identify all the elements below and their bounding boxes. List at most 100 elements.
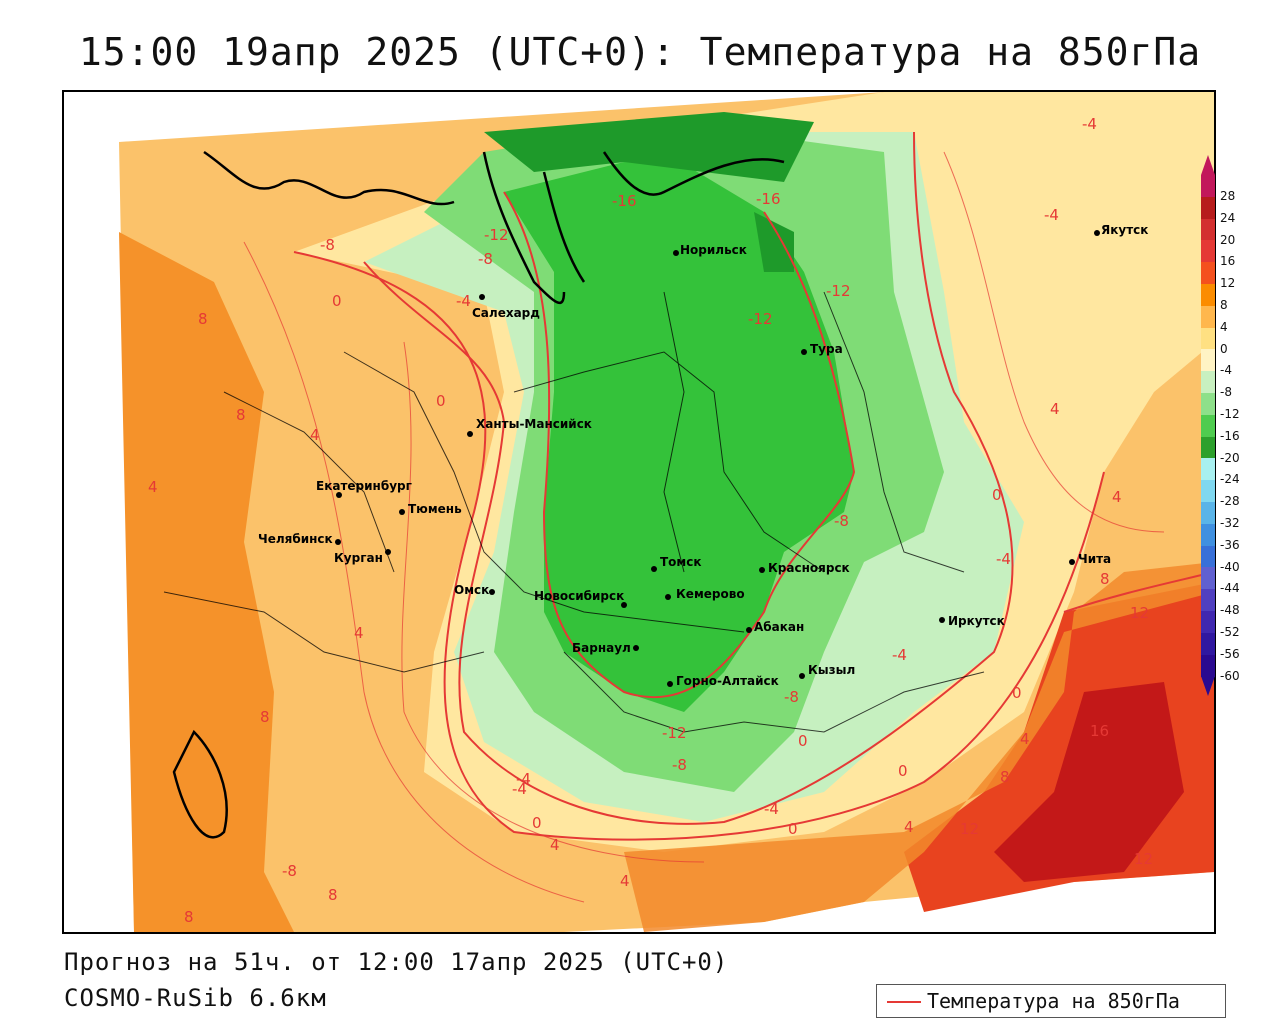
scale-label: -28 bbox=[1220, 494, 1240, 509]
city-dot bbox=[801, 349, 807, 355]
isoline-label: 0 bbox=[992, 486, 1002, 504]
city-label: Тюмень bbox=[408, 502, 462, 516]
city-label: Красноярск bbox=[768, 561, 850, 575]
scale-label: -56 bbox=[1220, 646, 1240, 661]
city-dot bbox=[651, 566, 657, 572]
city-dot bbox=[1094, 230, 1100, 236]
isoline-label: -4 bbox=[512, 780, 527, 798]
map-svg: Норильск Якутск Салехард Тура Ханты-Манс… bbox=[64, 92, 1214, 932]
city-dot bbox=[489, 589, 495, 595]
scale-label: -60 bbox=[1220, 668, 1240, 683]
isoline-label: -8 bbox=[320, 236, 335, 254]
city-dot bbox=[621, 602, 627, 608]
isoline-label: -4 bbox=[764, 800, 779, 818]
city-dot bbox=[1069, 559, 1075, 565]
legend-label: Температура на 850гПа bbox=[927, 989, 1180, 1013]
scale-segment bbox=[1201, 393, 1215, 415]
isoline-label: 4 bbox=[620, 872, 630, 890]
isoline-label: 8 bbox=[1100, 570, 1110, 588]
scale-segment bbox=[1201, 567, 1215, 590]
isoline-label: 4 bbox=[1020, 730, 1030, 748]
isoline-label: -12 bbox=[484, 226, 509, 244]
city-dot bbox=[633, 645, 639, 651]
scale-segment bbox=[1201, 175, 1215, 197]
hot-core-southeast bbox=[994, 682, 1184, 882]
isoline-label: -4 bbox=[1082, 115, 1097, 133]
isoline-label: -4 bbox=[996, 550, 1011, 568]
temperature-map: Норильск Якутск Салехард Тура Ханты-Манс… bbox=[62, 90, 1216, 934]
isoline-label: -4 bbox=[1044, 206, 1059, 224]
scale-label: 20 bbox=[1220, 232, 1236, 247]
city-dot bbox=[479, 294, 485, 300]
dark-green-zone bbox=[504, 152, 854, 712]
city-label: Якутск bbox=[1101, 223, 1148, 237]
isoline-label: 16 bbox=[1090, 722, 1109, 740]
scale-label: 24 bbox=[1220, 210, 1236, 225]
city-label: Екатеринбург bbox=[316, 479, 412, 493]
city-label: Салехард bbox=[472, 306, 540, 320]
scale-label: -20 bbox=[1220, 450, 1240, 465]
admin-borders bbox=[163, 291, 985, 733]
scale-segment bbox=[1201, 523, 1215, 546]
scale-label: -4 bbox=[1220, 363, 1232, 378]
scale-label: -16 bbox=[1220, 428, 1240, 443]
legend: Температура на 850гПа bbox=[876, 984, 1226, 1018]
isoline-label: -16 bbox=[612, 192, 637, 210]
isoline-label: 0 bbox=[332, 292, 342, 310]
isoline-label: 4 bbox=[310, 426, 320, 444]
city-dot bbox=[665, 594, 671, 600]
scale-label: -48 bbox=[1220, 603, 1240, 618]
city-label: Горно-Алтайск bbox=[676, 674, 779, 688]
isotherm-lines bbox=[293, 131, 1214, 841]
isoline-label: 4 bbox=[354, 624, 364, 642]
city-dot bbox=[673, 250, 679, 256]
scale-label: -24 bbox=[1220, 472, 1240, 487]
cities: Норильск Якутск Салехард Тура Ханты-Манс… bbox=[258, 223, 1148, 688]
scale-arrow-down bbox=[1201, 676, 1215, 697]
isoline-label: 0 bbox=[1012, 684, 1022, 702]
city-label: Иркутск bbox=[948, 614, 1005, 628]
scale-label: -40 bbox=[1220, 559, 1240, 574]
scale-segment bbox=[1201, 414, 1215, 437]
cold-core-east bbox=[754, 212, 794, 272]
scale-segment bbox=[1201, 218, 1215, 241]
scale-segment bbox=[1201, 196, 1215, 219]
scale-segment bbox=[1201, 305, 1215, 328]
city-label: Ханты-Мансийск bbox=[476, 417, 592, 431]
city-dot bbox=[939, 617, 945, 623]
isoline-label: -4 bbox=[456, 292, 471, 310]
scale-segment bbox=[1201, 458, 1215, 481]
scale-label: -52 bbox=[1220, 625, 1240, 639]
isoline-label: -16 bbox=[756, 190, 781, 208]
isoline-label: 8 bbox=[236, 406, 246, 424]
isoline-label: 12 bbox=[1134, 850, 1153, 868]
city-label: Чита bbox=[1078, 552, 1111, 566]
scale-label: 4 bbox=[1220, 319, 1228, 334]
isoline-label: 0 bbox=[532, 814, 542, 832]
city-dot bbox=[399, 509, 405, 515]
city-dot bbox=[746, 627, 752, 633]
city-dot bbox=[336, 492, 342, 498]
scale-label: 8 bbox=[1220, 298, 1228, 312]
isoline-label: -4 bbox=[892, 646, 907, 664]
city-label: Барнаул bbox=[572, 641, 631, 655]
city-dot bbox=[385, 549, 391, 555]
isoline-label: 8 bbox=[184, 908, 194, 926]
scale-segment bbox=[1201, 632, 1215, 655]
scale-label: -12 bbox=[1220, 407, 1240, 421]
city-dot bbox=[335, 539, 341, 545]
scale-label: 12 bbox=[1220, 276, 1236, 291]
scale-arrow-up bbox=[1201, 155, 1215, 175]
city-label: Кызыл bbox=[808, 663, 855, 677]
scale-segment bbox=[1201, 262, 1215, 285]
scale-segment bbox=[1201, 327, 1215, 350]
isoline-label: 8 bbox=[260, 708, 270, 726]
isoline-labels: -4 -4 -16 -16 -12 -12 -8 -8 -12 0 -4 8 8… bbox=[148, 115, 1153, 926]
isoline-label: 4 bbox=[1112, 488, 1122, 506]
temperature-color-scale: 28 24 20 16 12 8 4 0 -4 -8 -12 -16 -20 -24 -28 -32 -36 -4… bbox=[1198, 155, 1258, 697]
scale-segment bbox=[1201, 349, 1215, 372]
city-label: Томск bbox=[660, 555, 702, 569]
scale-segment bbox=[1201, 654, 1215, 677]
scale-segment bbox=[1201, 480, 1215, 503]
scale-segment bbox=[1201, 284, 1215, 306]
